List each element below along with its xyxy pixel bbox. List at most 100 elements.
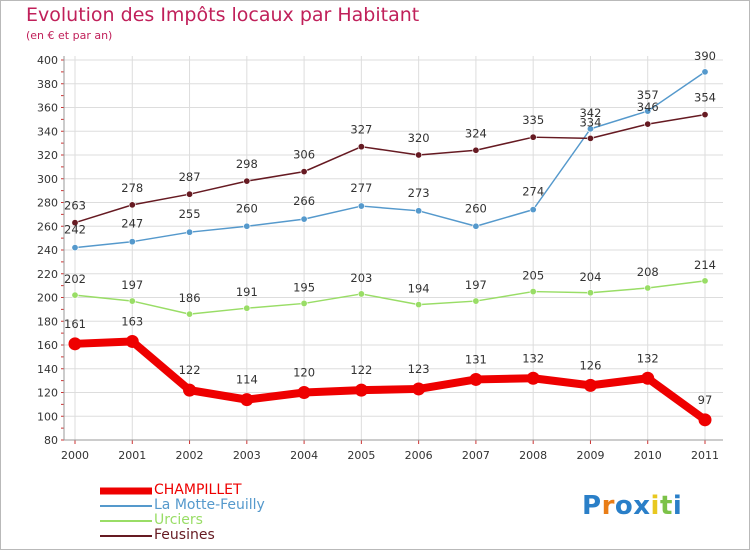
data-label: 357 — [637, 88, 659, 102]
x-tick-label: 2006 — [405, 449, 433, 462]
data-point — [243, 304, 251, 312]
data-label: 260 — [465, 201, 487, 215]
data-point — [644, 120, 652, 128]
data-point — [472, 297, 480, 305]
x-tick-label: 2002 — [176, 449, 204, 462]
data-label: 287 — [179, 170, 201, 184]
data-label: 334 — [579, 115, 601, 129]
logo-letter: r — [601, 491, 615, 521]
data-label: 161 — [64, 317, 86, 331]
data-point — [357, 143, 365, 151]
x-tick-label: 2011 — [691, 449, 719, 462]
data-label: 132 — [637, 351, 659, 365]
data-point — [128, 297, 136, 305]
data-label: 195 — [293, 280, 315, 294]
data-label: 306 — [293, 148, 315, 162]
data-label: 122 — [350, 363, 372, 377]
data-point — [125, 334, 139, 348]
data-point — [128, 238, 136, 246]
logo-letter: x — [633, 491, 651, 521]
chart-title: Evolution des Impôts locaux par Habitant — [26, 4, 420, 26]
data-label: 194 — [408, 282, 430, 296]
y-tick-label: 400 — [37, 54, 58, 67]
data-label: 346 — [637, 100, 659, 114]
data-point — [186, 310, 194, 318]
y-tick-label: 360 — [37, 102, 58, 115]
series-line-feusines — [74, 113, 706, 224]
data-point — [641, 371, 655, 385]
data-label: 320 — [408, 131, 430, 145]
series-line-champillet — [71, 337, 709, 424]
data-label: 191 — [236, 285, 258, 299]
data-point — [354, 383, 368, 397]
data-label: 390 — [694, 49, 716, 63]
data-label: 255 — [179, 207, 201, 221]
y-tick-label: 340 — [37, 125, 58, 138]
data-point — [68, 337, 82, 351]
data-point — [357, 202, 365, 210]
y-tick-label: 200 — [37, 292, 58, 305]
y-tick-label: 320 — [37, 149, 58, 162]
y-tick-label: 220 — [37, 268, 58, 281]
data-point — [644, 284, 652, 292]
y-tick-label: 380 — [37, 78, 58, 91]
data-point — [186, 228, 194, 236]
x-tick-label: 2005 — [347, 449, 375, 462]
data-point — [300, 299, 308, 307]
y-tick-label: 80 — [44, 434, 58, 447]
data-point — [412, 382, 426, 396]
data-label: 354 — [694, 91, 716, 105]
y-tick-label: 180 — [37, 315, 58, 328]
data-label: 202 — [64, 272, 86, 286]
data-point — [583, 378, 597, 392]
y-tick-label: 280 — [37, 197, 58, 210]
data-label: 131 — [465, 352, 487, 366]
data-label: 204 — [579, 270, 601, 284]
logo-letter: i — [672, 491, 683, 521]
logo-letter: P — [582, 491, 602, 521]
x-tick-label: 2009 — [576, 449, 604, 462]
data-label: 97 — [698, 393, 713, 407]
data-point — [529, 206, 537, 214]
y-tick-label: 100 — [37, 410, 58, 423]
data-label: 260 — [236, 201, 258, 215]
data-point — [300, 168, 308, 176]
data-label: 123 — [408, 362, 430, 376]
data-point — [243, 222, 251, 230]
data-label: 122 — [179, 363, 201, 377]
legend-label: CHAMPILLET — [154, 482, 242, 498]
x-tick-label: 2004 — [290, 449, 318, 462]
x-tick-label: 2008 — [519, 449, 547, 462]
data-point — [701, 68, 709, 76]
legend-label: La Motte-Feuilly — [154, 497, 265, 513]
data-label: 114 — [236, 373, 258, 387]
y-tick-label: 140 — [37, 363, 58, 376]
data-point — [472, 146, 480, 154]
proxiti-logo: Proxiti — [582, 491, 682, 521]
data-point — [586, 125, 594, 133]
x-tick-label: 2003 — [233, 449, 261, 462]
data-point — [644, 107, 652, 115]
data-label: 208 — [637, 265, 659, 279]
y-tick-label: 300 — [37, 173, 58, 186]
data-point — [586, 134, 594, 142]
y-tick-label: 260 — [37, 220, 58, 233]
data-point — [243, 177, 251, 185]
data-label: 132 — [522, 351, 544, 365]
data-point — [71, 291, 79, 299]
logo-letter: t — [659, 491, 673, 521]
data-label: 205 — [522, 269, 544, 283]
series-line-la-motte-feuilly — [74, 71, 706, 249]
data-label: 163 — [121, 314, 143, 328]
data-point — [701, 111, 709, 119]
series-line-urciers — [74, 280, 706, 315]
data-point — [415, 301, 423, 309]
data-point — [415, 151, 423, 159]
legend-label: Urciers — [154, 512, 203, 528]
data-label: 335 — [522, 113, 544, 127]
data-label: 126 — [579, 358, 601, 372]
data-point — [529, 133, 537, 141]
x-tick-label: 2001 — [118, 449, 146, 462]
data-label: 214 — [694, 258, 716, 272]
